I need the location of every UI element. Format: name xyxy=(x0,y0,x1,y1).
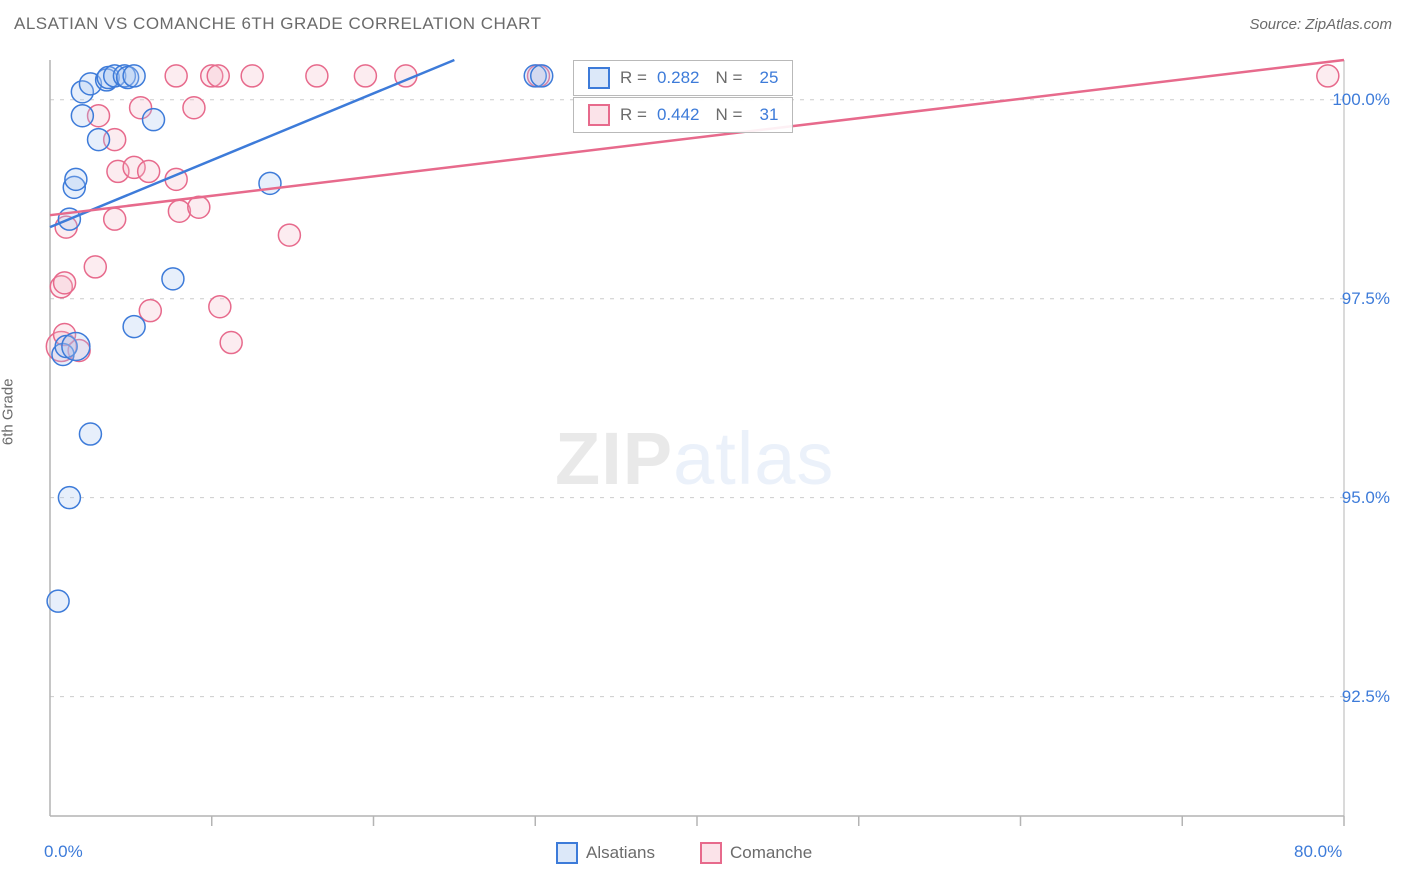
stat-r-label: R = xyxy=(620,68,647,88)
stat-n-value: 31 xyxy=(752,105,778,125)
stat-n-value: 25 xyxy=(752,68,778,88)
stat-r-value: 0.282 xyxy=(657,68,700,88)
legend-swatch xyxy=(556,842,578,864)
y-tick-label: 97.5% xyxy=(1342,289,1390,309)
y-tick-label: 100.0% xyxy=(1332,90,1390,110)
chart-area: 6th Grade ZIPatlas R =0.282N =25R =0.442… xyxy=(0,48,1406,892)
stat-n-label: N = xyxy=(715,105,742,125)
x-edge-label: 80.0% xyxy=(1294,842,1342,862)
stat-box: R = 0.442 N = 31 xyxy=(573,97,793,133)
stat-n-label: N = xyxy=(715,68,742,88)
y-tick-label: 95.0% xyxy=(1342,488,1390,508)
legend-item: Comanche xyxy=(700,842,812,864)
x-edge-label: 0.0% xyxy=(44,842,83,862)
stat-box: R = 0.282 N = 25 xyxy=(573,60,793,96)
legend-swatch xyxy=(700,842,722,864)
y-tick-label: 92.5% xyxy=(1342,687,1390,707)
legend-item: Alsatians xyxy=(556,842,655,864)
y-axis-label: 6th Grade xyxy=(0,378,17,445)
chart-source: Source: ZipAtlas.com xyxy=(1249,16,1392,33)
stat-r-value: 0.442 xyxy=(657,105,700,125)
stat-swatch xyxy=(588,67,610,89)
stat-swatch xyxy=(588,104,610,126)
legend-label: Comanche xyxy=(730,843,812,863)
legend-label: Alsatians xyxy=(586,843,655,863)
stat-r-label: R = xyxy=(620,105,647,125)
scatter-chart xyxy=(0,48,1406,892)
chart-title: ALSATIAN VS COMANCHE 6TH GRADE CORRELATI… xyxy=(14,14,541,34)
